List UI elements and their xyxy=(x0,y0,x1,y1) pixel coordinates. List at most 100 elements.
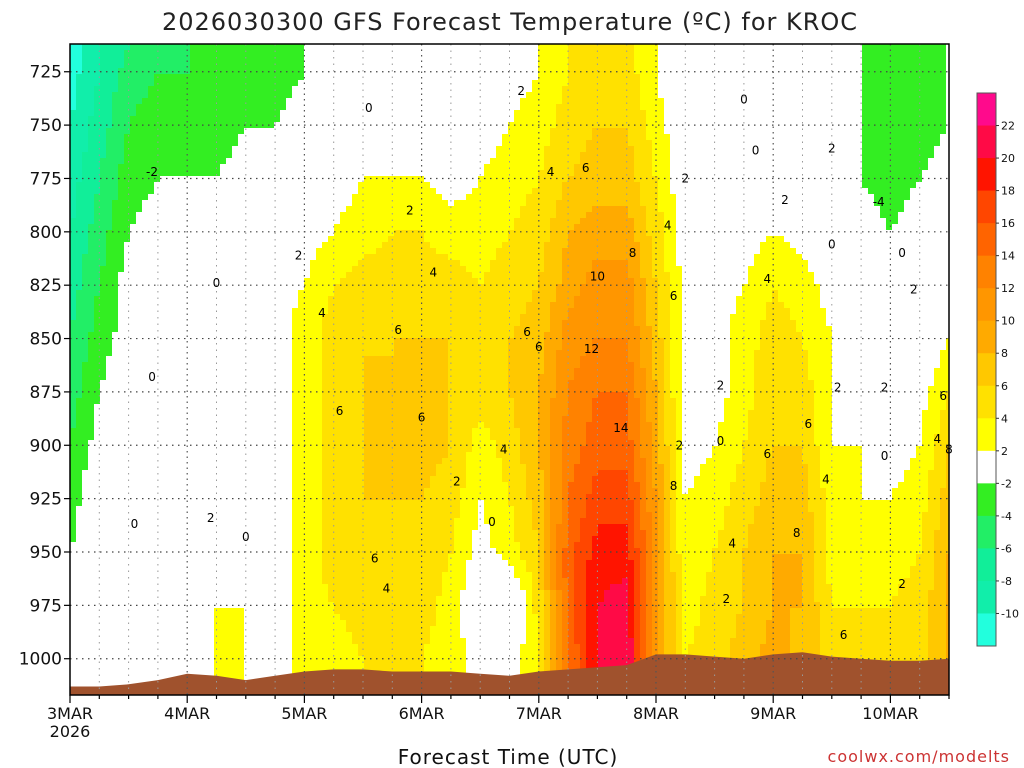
field-cell xyxy=(256,590,263,597)
field-cell xyxy=(124,542,131,549)
field-cell xyxy=(310,266,317,273)
field-cell xyxy=(106,398,113,405)
field-cell xyxy=(232,44,239,51)
field-cell xyxy=(196,140,203,147)
field-cell xyxy=(280,386,287,393)
field-cell xyxy=(130,278,137,285)
field-cell xyxy=(136,422,143,429)
field-cell xyxy=(172,176,179,183)
field-cell xyxy=(88,572,95,579)
field-cell xyxy=(304,548,311,555)
field-cell xyxy=(286,314,293,321)
field-cell xyxy=(178,572,185,579)
field-cell xyxy=(322,542,329,549)
field-cell xyxy=(118,596,125,603)
field-cell xyxy=(256,434,263,441)
field-cell xyxy=(280,542,287,549)
field-cell xyxy=(280,416,287,423)
field-cell xyxy=(178,278,185,285)
field-cell xyxy=(178,368,185,375)
field-cell xyxy=(130,554,137,561)
field-cell xyxy=(298,152,305,159)
field-cell xyxy=(202,452,209,459)
field-cell xyxy=(310,74,317,81)
field-cell xyxy=(112,56,119,63)
field-cell xyxy=(232,668,239,675)
field-cell xyxy=(178,440,185,447)
field-cell xyxy=(316,626,323,633)
field-cell xyxy=(82,350,89,357)
field-cell xyxy=(148,584,155,591)
field-cell xyxy=(136,644,143,651)
field-cell xyxy=(328,404,335,411)
field-cell xyxy=(280,548,287,555)
field-cell xyxy=(334,464,341,471)
field-cell xyxy=(82,98,89,105)
field-cell xyxy=(268,446,275,453)
field-cell xyxy=(154,674,161,681)
field-cell xyxy=(286,668,293,675)
field-cell xyxy=(250,470,257,477)
field-cell xyxy=(274,626,281,633)
field-cell xyxy=(316,74,323,81)
field-cell xyxy=(298,146,305,153)
field-cell xyxy=(328,68,335,75)
field-cell xyxy=(88,416,95,423)
field-cell xyxy=(328,578,335,585)
field-cell xyxy=(298,344,305,351)
field-cell xyxy=(196,62,203,69)
field-cell xyxy=(328,140,335,147)
field-cell xyxy=(160,260,167,267)
field-cell xyxy=(268,308,275,315)
field-cell xyxy=(166,344,173,351)
field-cell xyxy=(142,290,149,297)
field-cell xyxy=(82,182,89,189)
field-cell xyxy=(178,662,185,669)
field-cell xyxy=(124,326,131,333)
field-cell xyxy=(148,242,155,249)
field-cell xyxy=(208,608,215,615)
field-cell xyxy=(280,158,287,165)
field-cell xyxy=(166,68,173,75)
field-cell xyxy=(172,260,179,267)
field-cell xyxy=(238,398,245,405)
field-cell xyxy=(280,500,287,507)
field-cell xyxy=(130,566,137,573)
field-cell xyxy=(256,278,263,285)
field-cell xyxy=(340,62,347,69)
field-cell xyxy=(106,608,113,615)
field-cell xyxy=(130,500,137,507)
field-cell xyxy=(286,338,293,345)
field-cell xyxy=(142,254,149,261)
field-cell xyxy=(76,434,83,441)
field-cell xyxy=(106,638,113,645)
field-cell xyxy=(232,356,239,363)
field-cell xyxy=(112,326,119,333)
field-cell xyxy=(220,560,227,567)
field-cell xyxy=(226,182,233,189)
field-cell xyxy=(178,188,185,195)
field-cell xyxy=(172,362,179,369)
field-cell xyxy=(178,194,185,201)
field-cell xyxy=(196,332,203,339)
field-cell xyxy=(142,230,149,237)
field-cell xyxy=(238,374,245,381)
field-cell xyxy=(232,314,239,321)
field-cell xyxy=(322,284,329,291)
field-cell xyxy=(316,146,323,153)
field-cell xyxy=(88,536,95,543)
field-cell xyxy=(190,344,197,351)
field-cell xyxy=(136,674,143,681)
field-cell xyxy=(76,644,83,651)
field-cell xyxy=(154,506,161,513)
field-cell xyxy=(184,656,191,663)
field-cell xyxy=(244,302,251,309)
field-cell xyxy=(166,218,173,225)
field-cell xyxy=(118,434,125,441)
field-cell xyxy=(160,230,167,237)
field-cell xyxy=(268,170,275,177)
field-cell xyxy=(88,614,95,621)
field-cell xyxy=(94,386,101,393)
field-cell xyxy=(286,560,293,567)
field-cell xyxy=(106,296,113,303)
